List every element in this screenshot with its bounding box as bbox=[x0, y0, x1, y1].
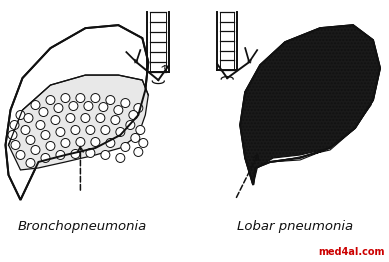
Circle shape bbox=[136, 125, 145, 134]
Circle shape bbox=[129, 111, 138, 119]
Circle shape bbox=[54, 103, 63, 112]
Circle shape bbox=[134, 148, 143, 156]
Text: Lobar pneumonia: Lobar pneumonia bbox=[237, 220, 353, 233]
Circle shape bbox=[131, 134, 140, 143]
Circle shape bbox=[56, 150, 65, 160]
Circle shape bbox=[69, 102, 78, 111]
Circle shape bbox=[26, 135, 35, 144]
Circle shape bbox=[111, 116, 120, 124]
Circle shape bbox=[139, 139, 148, 148]
Circle shape bbox=[116, 154, 125, 162]
Circle shape bbox=[71, 125, 80, 134]
Circle shape bbox=[10, 121, 19, 129]
Polygon shape bbox=[5, 25, 148, 200]
Circle shape bbox=[36, 121, 45, 129]
Text: Bronchopneumonia: Bronchopneumonia bbox=[18, 220, 147, 233]
Circle shape bbox=[134, 103, 143, 112]
Polygon shape bbox=[240, 25, 380, 185]
Circle shape bbox=[41, 130, 50, 139]
Circle shape bbox=[76, 94, 85, 102]
Circle shape bbox=[24, 113, 33, 123]
Polygon shape bbox=[270, 68, 380, 162]
Circle shape bbox=[99, 102, 108, 112]
Circle shape bbox=[46, 141, 55, 150]
Circle shape bbox=[41, 154, 50, 162]
Circle shape bbox=[39, 107, 48, 117]
Circle shape bbox=[126, 121, 135, 129]
Circle shape bbox=[91, 94, 100, 102]
Circle shape bbox=[106, 139, 115, 148]
Circle shape bbox=[86, 125, 95, 134]
Circle shape bbox=[114, 106, 123, 114]
Circle shape bbox=[16, 111, 25, 119]
Circle shape bbox=[46, 96, 55, 105]
Polygon shape bbox=[9, 75, 148, 170]
Circle shape bbox=[51, 116, 60, 124]
Circle shape bbox=[8, 130, 17, 139]
Circle shape bbox=[61, 139, 70, 148]
Text: med4al.com: med4al.com bbox=[319, 247, 385, 257]
Circle shape bbox=[96, 113, 105, 123]
Circle shape bbox=[81, 113, 90, 123]
Circle shape bbox=[61, 94, 70, 102]
Circle shape bbox=[106, 96, 115, 105]
Circle shape bbox=[26, 159, 35, 167]
Circle shape bbox=[31, 145, 40, 155]
Circle shape bbox=[21, 125, 30, 134]
Polygon shape bbox=[240, 25, 380, 185]
Circle shape bbox=[121, 143, 130, 151]
Circle shape bbox=[56, 128, 65, 137]
Circle shape bbox=[116, 128, 125, 137]
Circle shape bbox=[71, 150, 80, 159]
Circle shape bbox=[76, 138, 85, 146]
Circle shape bbox=[66, 113, 75, 123]
Circle shape bbox=[86, 149, 95, 157]
Circle shape bbox=[101, 150, 110, 160]
Circle shape bbox=[31, 101, 40, 110]
Circle shape bbox=[91, 138, 100, 146]
Circle shape bbox=[84, 102, 93, 111]
Circle shape bbox=[11, 140, 20, 150]
Circle shape bbox=[16, 150, 25, 160]
Circle shape bbox=[121, 99, 130, 107]
Circle shape bbox=[101, 125, 110, 134]
